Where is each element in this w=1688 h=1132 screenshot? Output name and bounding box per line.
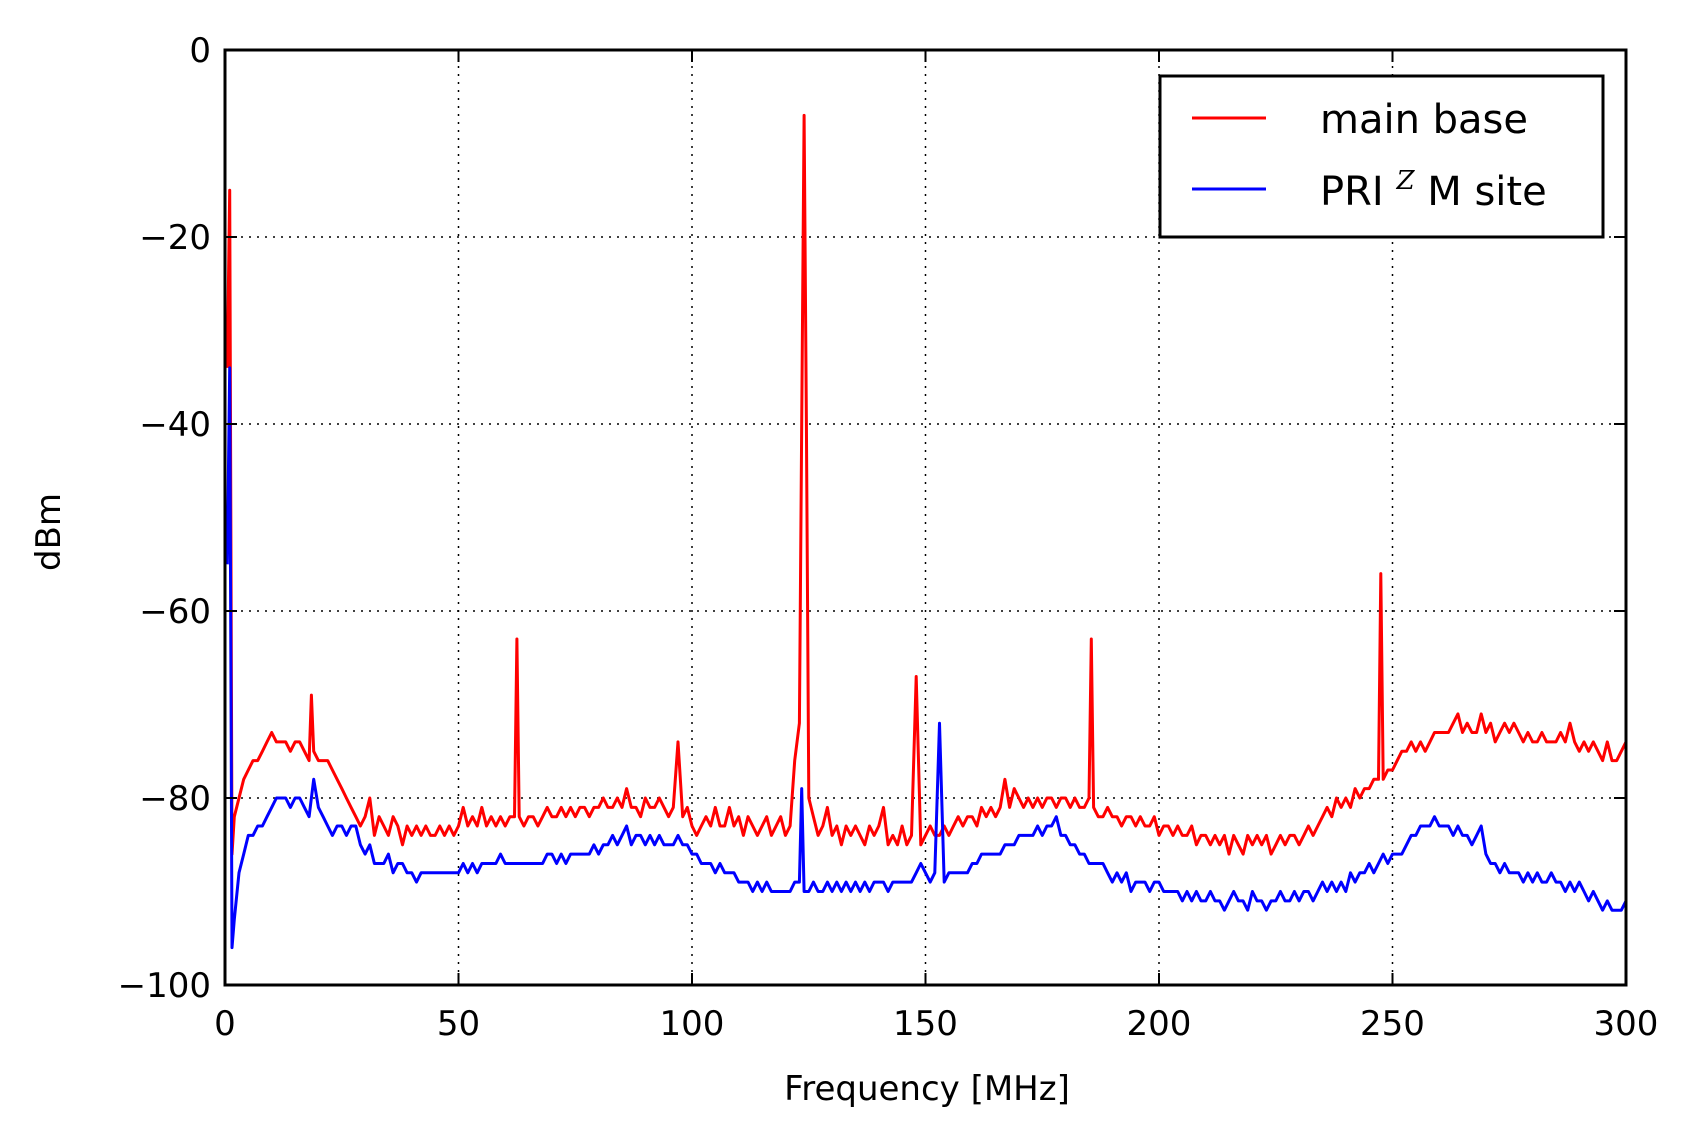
x-tick-label: 250 [1360, 1004, 1425, 1044]
x-tick-label: 300 [1594, 1004, 1659, 1044]
y-tick-label: −60 [139, 592, 211, 632]
y-tick-label: −20 [139, 218, 211, 258]
y-tick-label: −80 [139, 779, 211, 819]
y-tick-label: 0 [189, 31, 211, 71]
series-line-prizm-site [225, 366, 1628, 950]
legend-label-prizm-sup: Z [1395, 166, 1415, 196]
x-tick-label: 150 [893, 1004, 958, 1044]
legend-label-prizm-site: PRI Z M site [1320, 153, 1547, 215]
x-tick-label: 0 [214, 1004, 236, 1044]
legend-label-prizm-tail: M site [1427, 169, 1546, 215]
series-line-main-base [225, 113, 1628, 856]
legend-label-prizm-main: PRI [1320, 169, 1384, 215]
series-layer [225, 113, 1628, 950]
y-tick-label: −100 [118, 966, 211, 1006]
y-tick-label: −40 [139, 405, 211, 445]
ticks: 0 50 100 150 200 250 300 0 −20 −40 −60 −80 −100 [118, 31, 1659, 1044]
grid [225, 50, 1626, 985]
plot-frame [223, 48, 1628, 987]
legend-label-main-base: main base [1320, 97, 1528, 143]
x-tick-label: 100 [660, 1004, 725, 1044]
legend: main base PRI Z M site [1158, 74, 1605, 239]
x-tick-label: 50 [437, 1004, 480, 1044]
legend-box [1158, 74, 1605, 239]
x-tick-label: 200 [1127, 1004, 1192, 1044]
x-axis-title: Frequency [MHz] [784, 1069, 1070, 1109]
y-axis-title: dBm [29, 493, 69, 571]
